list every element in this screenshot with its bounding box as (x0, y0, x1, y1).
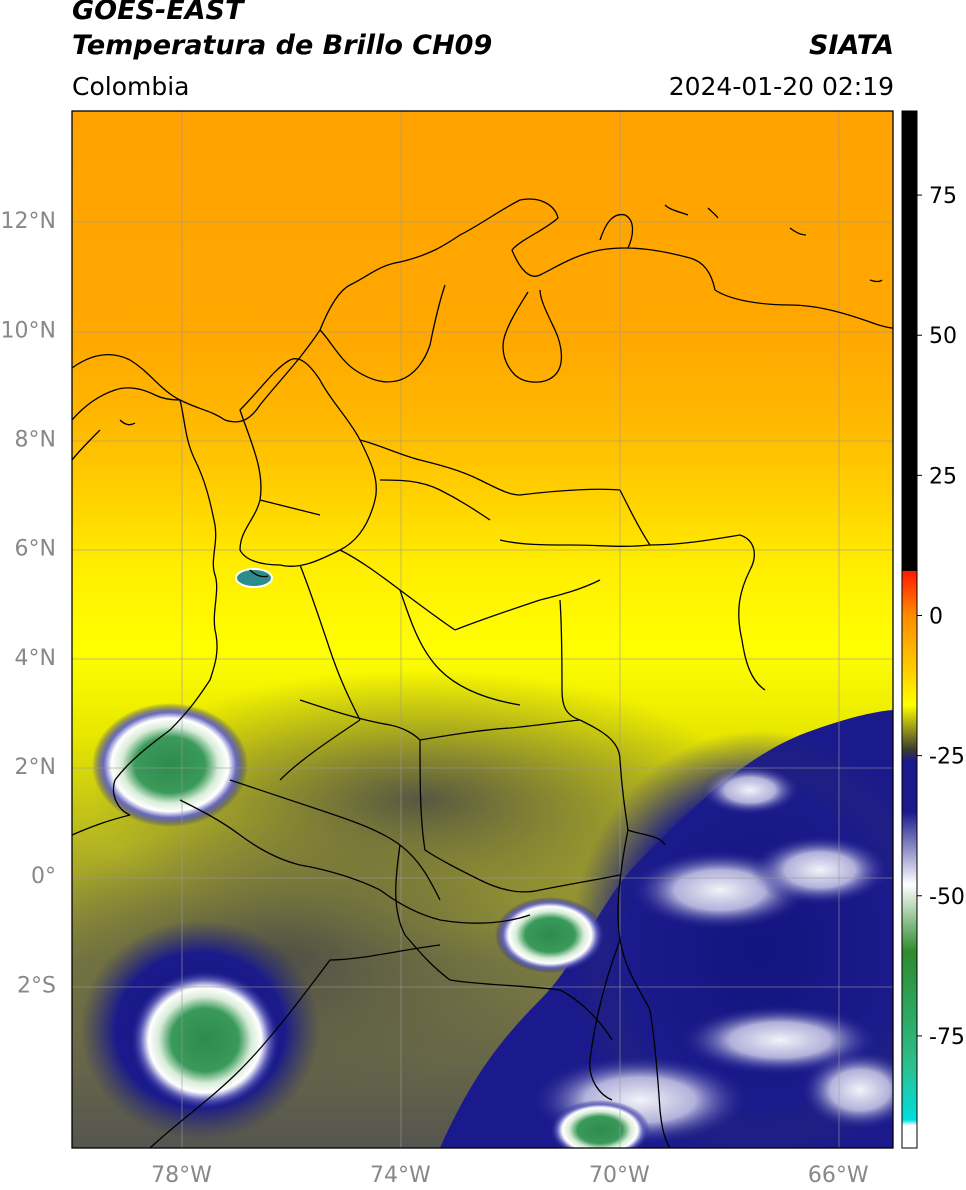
longitude-tick-label: 66°W (808, 1163, 869, 1188)
product-title: Temperatura de Brillo CH09 (72, 30, 493, 61)
latitude-tick-label: 2°N (15, 755, 56, 780)
grid-lines (72, 111, 893, 1148)
colorbar-tick-label: 0 (929, 604, 943, 629)
latitude-tick-label: 10°N (1, 318, 56, 343)
longitude-tick-label: 78°W (151, 1163, 212, 1188)
latitude-tick-label: 2°S (17, 973, 56, 998)
latitude-tick-label: 12°N (1, 209, 56, 234)
colorbar-frame (901, 110, 918, 1149)
colorbar-ticks: 75 50 25 0 -25 -50 -75 (917, 184, 965, 1050)
longitude-labels: 78°W 74°W 70°W 66°W (151, 1163, 869, 1188)
colorbar-tick-label: 75 (929, 184, 957, 209)
satellite-title: GOES-EAST (72, 0, 244, 26)
brightness-temperature-field (72, 111, 893, 1148)
map-frame (71, 110, 894, 1149)
region-label: Colombia (72, 72, 190, 101)
latitude-tick-label: 4°N (15, 646, 56, 671)
longitude-tick-label: 70°W (589, 1163, 650, 1188)
colorbar-tick-label: 25 (929, 464, 957, 489)
colorbar-tick-label: -75 (929, 1025, 965, 1050)
country-borders (72, 198, 893, 1148)
colorbar-tick-label: -50 (929, 885, 965, 910)
colorbar: 75 50 25 0 -25 -50 -75 (901, 110, 965, 1149)
datetime-label: 2024-01-20 02:19 (668, 72, 894, 101)
latitude-tick-label: 8°N (15, 427, 56, 452)
latitude-labels: 12°N 10°N 8°N 6°N 4°N 2°N 0° 2°S (1, 209, 56, 998)
colorbar-tick-label: 50 (929, 324, 957, 349)
organization-label: SIATA (808, 30, 894, 61)
latitude-tick-label: 0° (31, 864, 56, 889)
colorbar-scale (902, 111, 917, 1148)
colorbar-tick-label: -25 (929, 745, 965, 770)
latitude-tick-label: 6°N (15, 537, 56, 562)
longitude-tick-label: 74°W (370, 1163, 431, 1188)
